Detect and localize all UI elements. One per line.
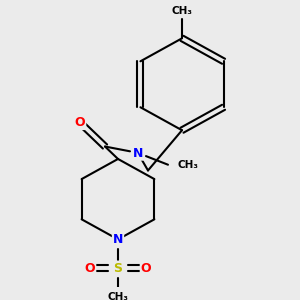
Text: O: O [141,262,151,275]
Text: CH₃: CH₃ [178,160,199,170]
Text: S: S [113,262,122,275]
Text: O: O [85,262,95,275]
Text: CH₃: CH₃ [107,292,128,300]
Text: N: N [133,147,143,160]
Text: N: N [113,233,123,246]
Text: CH₃: CH₃ [172,7,193,16]
Text: O: O [75,116,85,129]
